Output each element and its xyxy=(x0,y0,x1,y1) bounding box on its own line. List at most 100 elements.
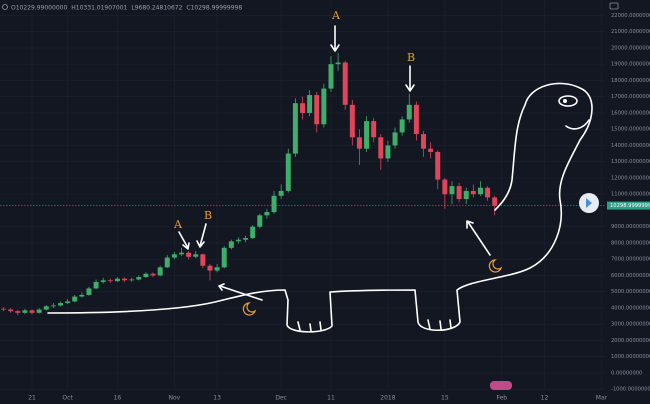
scroll-button[interactable] xyxy=(579,193,599,213)
candle-body xyxy=(321,88,327,125)
y-tick-label: 12000.00000000 xyxy=(611,175,650,181)
y-tick-label: 13000.00000000 xyxy=(611,159,650,165)
header-key: O xyxy=(11,4,16,11)
candle-body xyxy=(29,310,35,313)
y-tick-label: 18000.00000000 xyxy=(611,78,650,84)
y-tick-label: 0.00000000 xyxy=(611,370,642,376)
candle-body xyxy=(342,62,348,105)
x-tick-label: Oct xyxy=(62,395,73,402)
candle-body xyxy=(228,241,234,248)
candle-body xyxy=(292,103,298,154)
candle-body xyxy=(307,95,313,113)
header-key: L xyxy=(131,4,135,11)
candle-body xyxy=(79,294,85,297)
last-price-box xyxy=(607,201,650,210)
candle-body xyxy=(143,273,149,278)
candle-body xyxy=(477,187,483,195)
header: O10229.99000000 H10331.01907001 L9680.2481… xyxy=(2,4,242,11)
candle-body xyxy=(164,257,170,268)
candle-body xyxy=(8,309,14,312)
x-tick-label: 13 xyxy=(213,395,221,402)
candle-body xyxy=(399,119,405,133)
candle-body xyxy=(435,151,441,180)
last-price-label: 10298.99999998 xyxy=(610,203,650,209)
candle-body xyxy=(385,145,391,159)
candle-body xyxy=(100,280,106,282)
y-tick-label: 15000.00000000 xyxy=(611,127,650,133)
moon-icon xyxy=(242,302,257,316)
x-tick-label: Nov xyxy=(169,395,181,402)
header-key: C xyxy=(186,4,190,11)
candle-body xyxy=(285,153,291,191)
x-tick-label: 21 xyxy=(28,395,36,402)
annotation: A xyxy=(173,218,183,231)
candle-body xyxy=(129,279,135,281)
header-icon xyxy=(2,4,8,10)
header-key: H xyxy=(71,4,76,11)
candle-body xyxy=(107,280,113,282)
candle-body xyxy=(72,296,78,302)
y-tick-label: 19000.00000000 xyxy=(611,62,650,68)
annotation: B xyxy=(407,51,415,64)
header-value: 10331.01907001 xyxy=(76,4,128,11)
candle-body xyxy=(485,187,491,198)
candle-body xyxy=(50,305,56,307)
candle-body xyxy=(413,104,419,135)
y-tick-label: 3000.00000000 xyxy=(611,322,650,328)
candle-body xyxy=(114,278,120,282)
y-tick-label: 22000.00000000 xyxy=(611,13,650,19)
candle-body xyxy=(93,281,99,289)
candle-body xyxy=(171,254,177,258)
candle-body xyxy=(235,239,241,242)
y-tick-label: 17000.00000000 xyxy=(611,94,650,100)
x-tick-label: Feb xyxy=(496,395,507,402)
x-tick-label: Dec xyxy=(275,395,287,402)
annotations: A B A B xyxy=(173,9,415,231)
candle-body xyxy=(328,64,334,89)
candle-body xyxy=(364,121,370,149)
arrows xyxy=(178,25,491,301)
annotation: A xyxy=(331,9,341,22)
candle-body xyxy=(207,265,213,271)
y-tick-label: 2000.00000000 xyxy=(611,338,650,344)
candle-body xyxy=(392,132,398,146)
candle-body xyxy=(186,252,192,257)
candle-body xyxy=(65,301,71,304)
candle-body xyxy=(250,226,256,239)
y-tick-label: 14000.00000000 xyxy=(611,143,650,149)
candle-body xyxy=(428,148,434,152)
candle-body xyxy=(157,267,163,276)
candle-body xyxy=(449,186,455,195)
moons xyxy=(242,259,503,316)
y-tick-label: 21000.00000000 xyxy=(611,29,650,35)
candle-body xyxy=(243,238,249,240)
labels: 22000.00000000 21000.00000000 20000.000000… xyxy=(28,13,650,402)
candle-body xyxy=(470,190,476,195)
candle-body xyxy=(314,95,320,125)
y-tick-label: -1000.00000000 xyxy=(611,387,650,393)
candle-body xyxy=(356,137,362,149)
y-tick-label: 20000.00000000 xyxy=(611,45,650,51)
y-tick-label: 4000.00000000 xyxy=(611,305,650,311)
y-tick-label: 6000.00000000 xyxy=(611,273,650,279)
candle-body xyxy=(43,306,49,310)
annotation: B xyxy=(204,209,212,222)
candle-body xyxy=(406,104,412,120)
candle-body xyxy=(214,267,220,271)
candle-body xyxy=(15,311,21,313)
x-tick-label: 11 xyxy=(327,395,335,402)
candle-body xyxy=(442,179,448,195)
candle-body xyxy=(200,254,206,266)
candle-body xyxy=(122,278,128,281)
candle-body xyxy=(86,288,92,295)
x-tick-label: 15 xyxy=(441,395,449,402)
x-tick-label: 16 xyxy=(114,395,122,402)
candle-body xyxy=(36,309,42,313)
logo-badge xyxy=(490,381,512,390)
x-tick-label: 12 xyxy=(541,395,549,402)
header-value: 9680.24810672 xyxy=(135,4,183,11)
settings-icon[interactable] xyxy=(609,2,619,10)
header-value: 10229.99000000 xyxy=(16,4,68,11)
candle-body xyxy=(421,134,426,149)
